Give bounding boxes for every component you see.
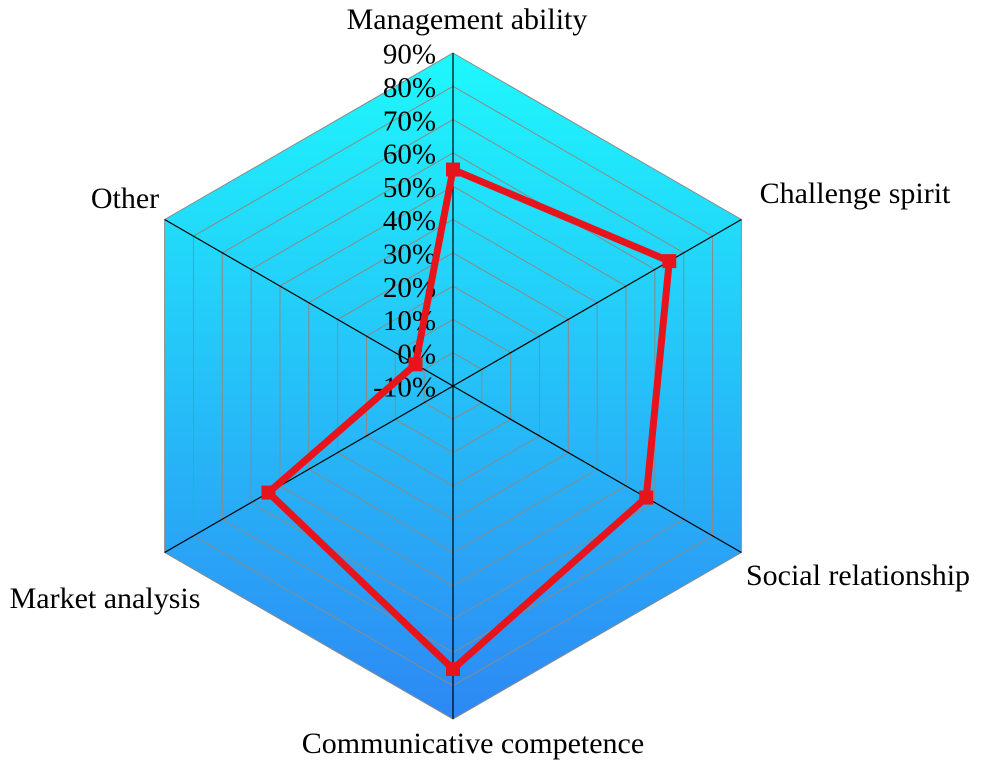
y-tick-label: 60%	[383, 139, 436, 171]
axis-spoke	[164, 385, 454, 554]
data-point	[261, 485, 276, 500]
y-tick-label: 40%	[383, 205, 436, 237]
category-label: Other	[91, 182, 159, 215]
axis-spoke	[164, 218, 454, 387]
axis-spoke	[452, 218, 742, 387]
y-tick-label: 80%	[383, 72, 436, 104]
category-label: Social relationship	[746, 559, 970, 592]
category-label: Market analysis	[10, 582, 201, 615]
data-point	[446, 162, 460, 177]
data-point	[639, 490, 654, 505]
data-point	[446, 662, 460, 677]
category-label: Management ability	[347, 3, 588, 36]
category-label: Challenge spirit	[760, 177, 951, 210]
category-label: Communicative competence	[302, 727, 644, 760]
y-tick-label: 30%	[383, 238, 436, 270]
axis-spoke	[452, 385, 742, 554]
data-point	[662, 254, 677, 269]
y-tick-label: 70%	[383, 105, 436, 137]
y-tick-label: 90%	[383, 39, 436, 71]
y-tick-label: 50%	[383, 172, 436, 204]
data-point	[408, 357, 423, 372]
